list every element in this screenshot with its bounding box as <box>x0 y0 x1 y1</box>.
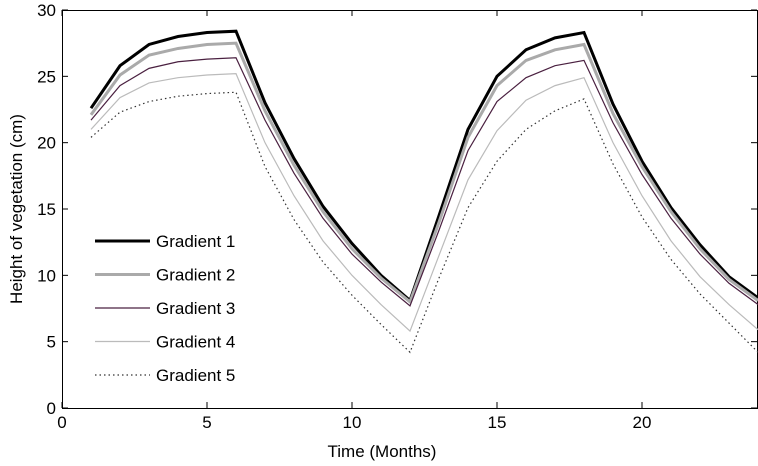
axis-ticks <box>61 9 757 409</box>
legend: Gradient 1 Gradient 2 Gradient 3 Gradient 4… <box>95 232 235 385</box>
series-line-gradient-5 <box>90 91 758 354</box>
y-tick-label: 30 <box>37 1 56 20</box>
x-tick-label: 0 <box>57 413 66 432</box>
legend-label-gradient-1: Gradient 1 <box>156 232 235 251</box>
y-tick-label: 25 <box>37 67 56 86</box>
series-line-gradient-3 <box>90 57 758 307</box>
series-line-gradient-4 <box>90 73 758 333</box>
y-tick-label: 15 <box>37 200 56 219</box>
x-tick-label: 5 <box>202 413 211 432</box>
x-tick-label: 10 <box>343 413 362 432</box>
x-axis-label: Time (Months) <box>328 442 437 461</box>
y-tick-label: 20 <box>37 134 56 153</box>
y-tick-label: 5 <box>47 333 56 352</box>
x-tick-label: 20 <box>633 413 652 432</box>
series-layer <box>89 29 758 354</box>
y-tick-label: 0 <box>47 399 56 418</box>
series-line-gradient-2 <box>89 41 758 305</box>
legend-label-gradient-2: Gradient 2 <box>156 266 235 285</box>
axis-tick-labels: 0 5 10 15 20 0 5 10 15 20 25 30 <box>37 1 651 432</box>
plot-area <box>62 10 758 409</box>
legend-label-gradient-5: Gradient 5 <box>156 366 235 385</box>
y-tick-label: 10 <box>37 266 56 285</box>
legend-label-gradient-4: Gradient 4 <box>156 333 235 352</box>
y-axis-label: Height of vegetation (cm) <box>7 114 26 304</box>
x-tick-label: 15 <box>488 413 507 432</box>
legend-label-gradient-3: Gradient 3 <box>156 299 235 318</box>
